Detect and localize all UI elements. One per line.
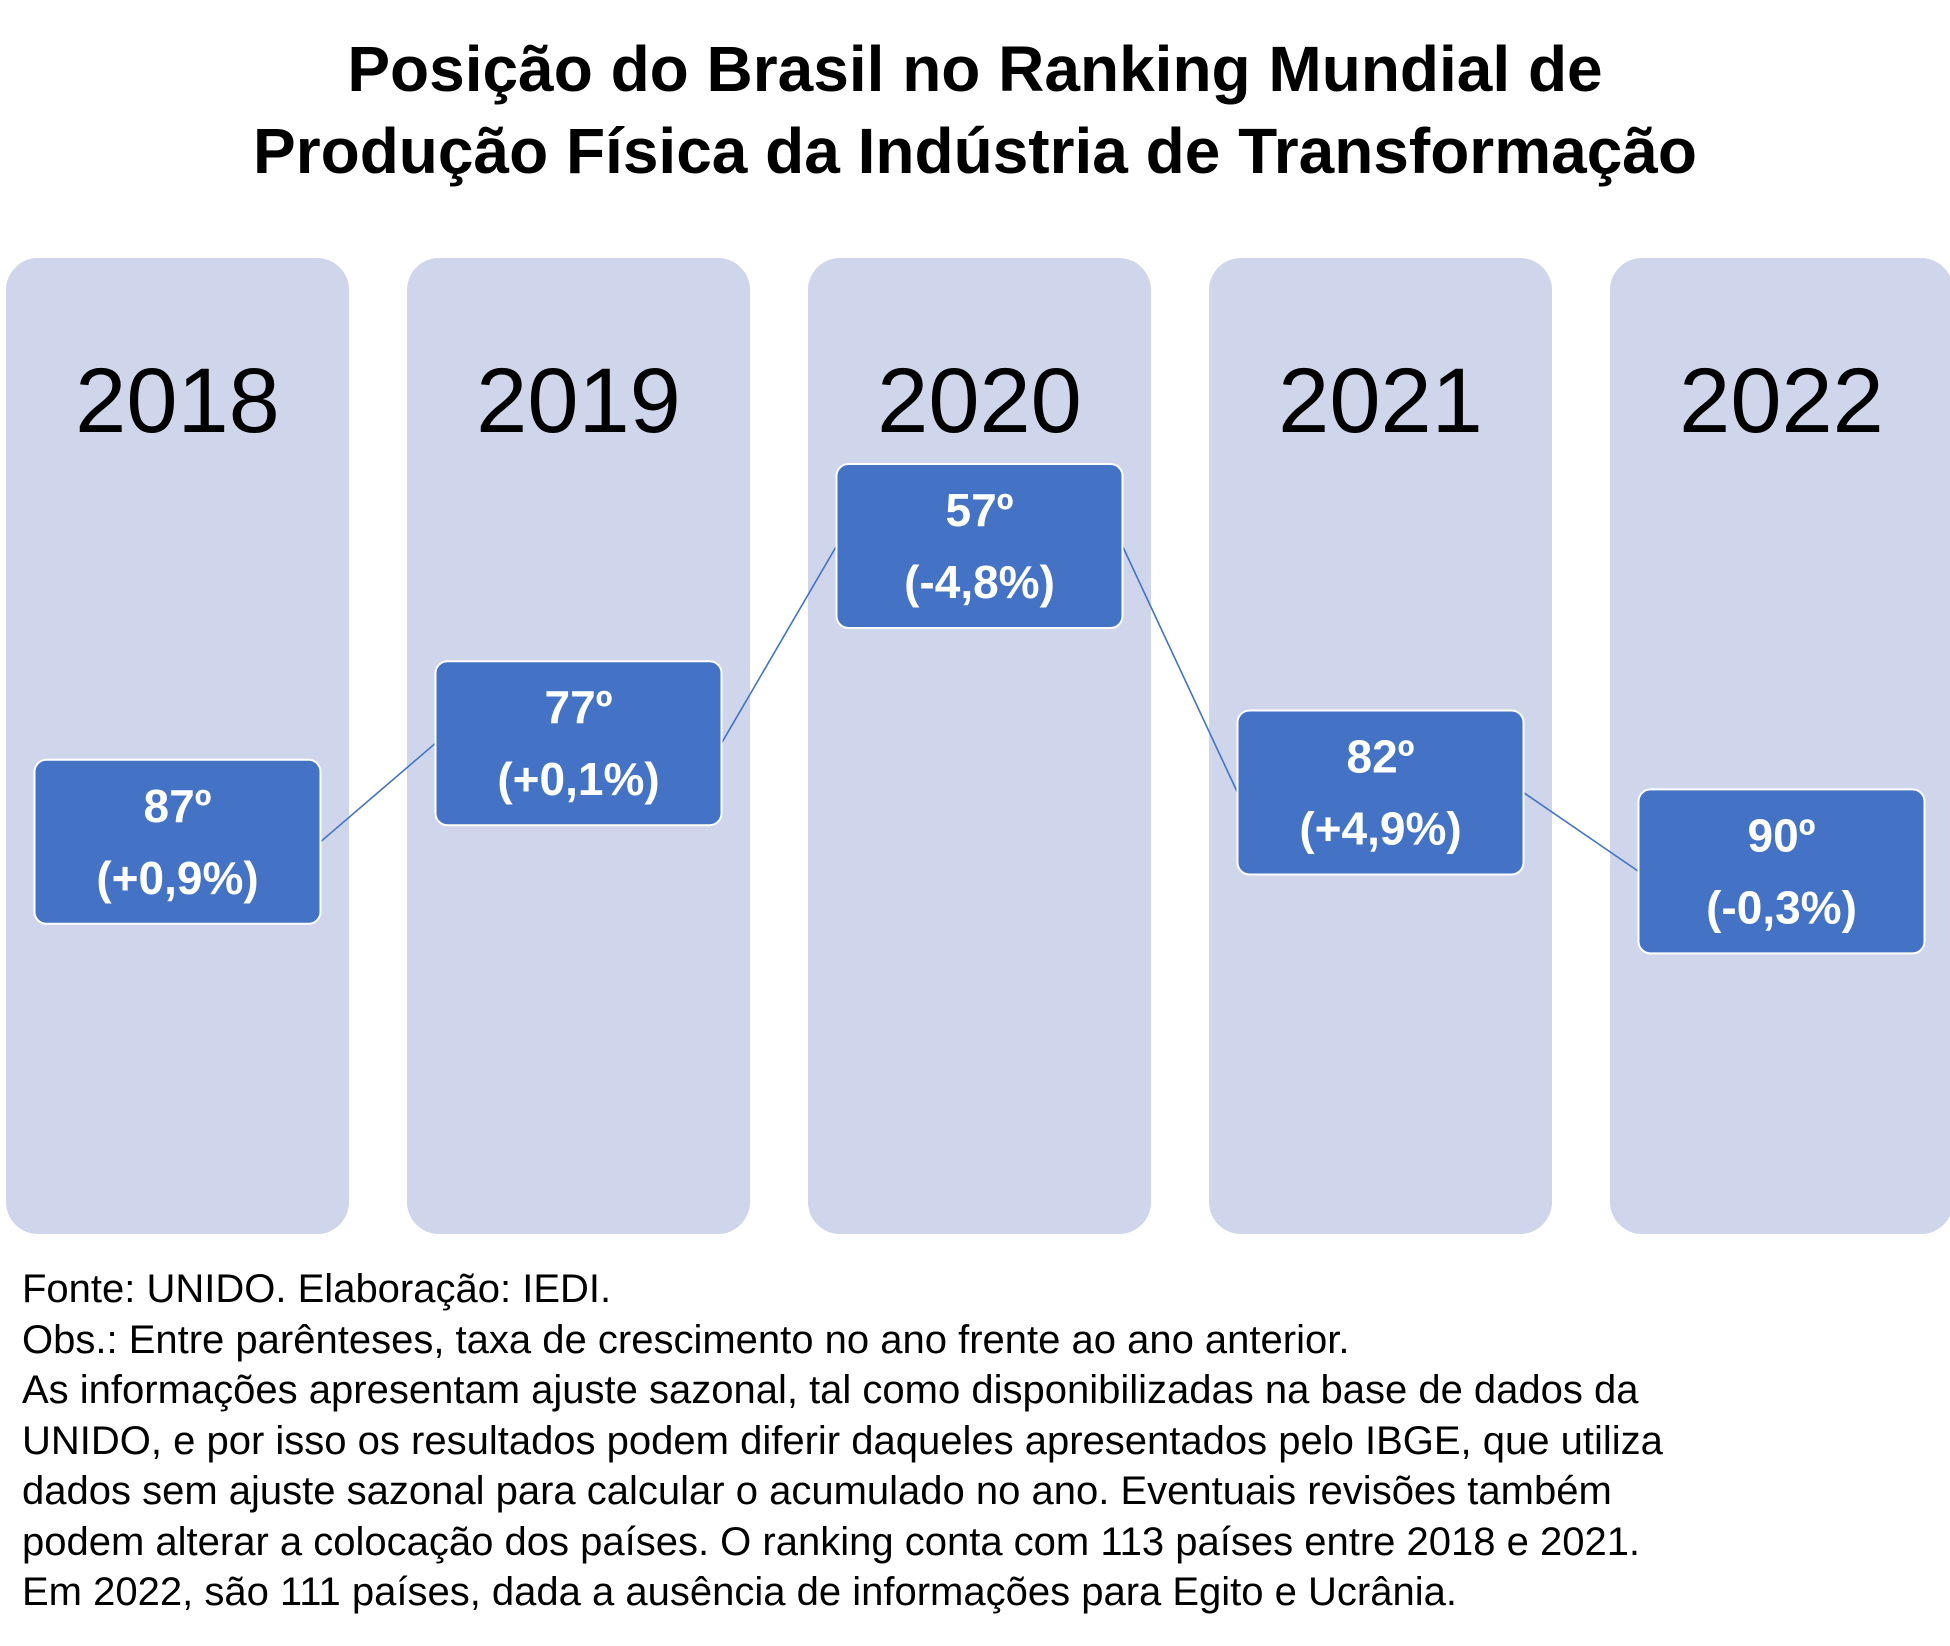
chart-title-line-1: Posição do Brasil no Ranking Mundial de	[347, 33, 1603, 105]
rank-marker-box	[835, 463, 1124, 629]
rank-label: 87º	[144, 780, 212, 832]
year-label: 2021	[1278, 350, 1483, 452]
series-line-segment	[720, 545, 838, 744]
rank-marker-box	[33, 758, 322, 925]
rank-label: 77º	[545, 681, 613, 733]
rank-marker-box	[1236, 709, 1525, 876]
note-line: As informações apresentam ajuste sazonal…	[22, 1368, 1639, 1412]
series-line-segment	[1523, 791, 1639, 873]
growth-label: (+4,9%)	[1299, 803, 1461, 855]
rank-label: 90º	[1748, 809, 1816, 861]
chart-title-line-2: Produção Física da Indústria de Transfor…	[253, 115, 1697, 187]
chart-title: Posição do Brasil no Ranking Mundial de …	[0, 28, 1950, 192]
year-label: 2020	[877, 350, 1082, 452]
note-line: dados sem ajuste sazonal para calcular o…	[22, 1469, 1612, 1513]
source-note: Fonte: UNIDO. Elaboração: IEDI.	[22, 1267, 612, 1311]
ranking-chart: 2018 2019 2020 2021 2022 87º (+0,9%) 77º (+0,1%)…	[6, 258, 1950, 1234]
growth-label: (-4,8%)	[904, 556, 1055, 608]
rank-marker-box	[434, 660, 723, 827]
obs-note: Obs.: Entre parênteses, taxa de crescime…	[22, 1317, 1350, 1362]
series-line-segment	[1121, 545, 1239, 793]
growth-label: (-0,3%)	[1706, 881, 1857, 933]
rank-label: 82º	[1347, 731, 1415, 783]
year-label: 2022	[1679, 350, 1884, 452]
growth-label: (+0,1%)	[497, 753, 659, 805]
year-column	[1610, 258, 1950, 1234]
rank-label: 57º	[946, 484, 1014, 536]
growth-label: (+0,9%)	[96, 852, 258, 904]
note-line: UNIDO, e por isso os resultados podem di…	[22, 1418, 1663, 1463]
rank-marker-box	[1637, 788, 1926, 955]
year-label: 2019	[476, 350, 681, 452]
year-label: 2018	[75, 350, 280, 452]
note-line: podem alterar a colocação dos países. O …	[22, 1519, 1641, 1564]
note-line: Em 2022, são 111 países, dada a ausência…	[22, 1570, 1457, 1614]
chart-notes: Fonte: UNIDO. Elaboração: IEDI. Obs.: En…	[22, 1264, 1932, 1618]
year-column	[6, 258, 349, 1234]
series-line-segment	[319, 742, 437, 843]
